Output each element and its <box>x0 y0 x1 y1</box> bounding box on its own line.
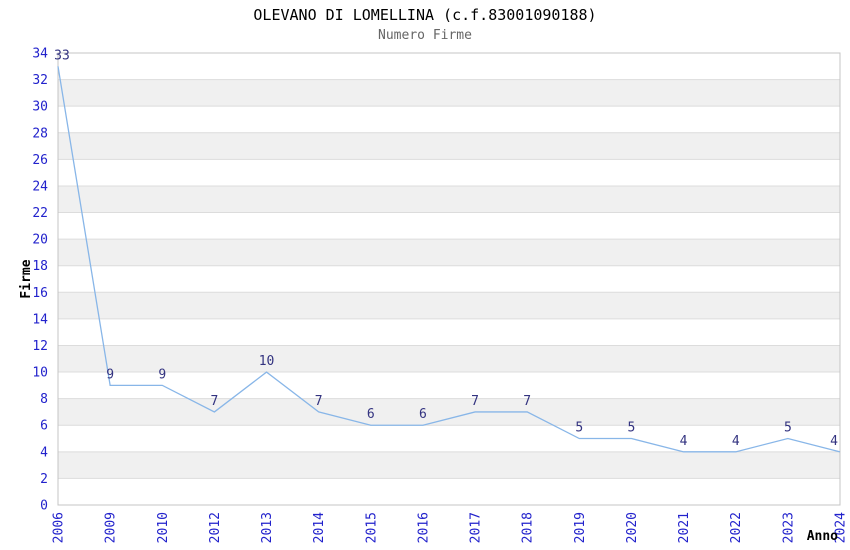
x-tick-label: 2015 <box>364 512 379 543</box>
x-tick-label: 2014 <box>312 512 327 543</box>
x-tick-label: 2006 <box>52 512 67 543</box>
data-point-label: 7 <box>210 394 218 409</box>
y-tick-label: 28 <box>32 126 48 141</box>
data-point-label: 9 <box>106 367 114 382</box>
data-point-label: 4 <box>732 434 740 449</box>
y-tick-label: 2 <box>40 472 48 487</box>
y-tick-label: 30 <box>32 100 48 115</box>
plot-band <box>58 451 840 479</box>
y-tick-label: 0 <box>40 499 48 514</box>
x-axis-title: Anno <box>807 529 838 544</box>
data-point-label: 5 <box>628 421 636 436</box>
y-tick-label: 10 <box>32 366 48 381</box>
data-point-label: 5 <box>784 421 792 436</box>
y-tick-label: 14 <box>32 312 48 327</box>
data-point-label: 7 <box>523 394 531 409</box>
x-tick-label: 2012 <box>208 512 223 543</box>
chart-subtitle: Numero Firme <box>378 28 472 43</box>
data-point-label: 6 <box>419 407 427 422</box>
x-tick-label: 2019 <box>573 512 588 543</box>
y-axis-title: Firme <box>19 259 34 298</box>
data-point-label: 6 <box>367 407 375 422</box>
plot-band <box>58 345 840 373</box>
x-tick-label: 2021 <box>677 512 692 543</box>
y-tick-label: 34 <box>32 47 48 62</box>
data-point-label: 4 <box>830 434 838 449</box>
data-point-label: 10 <box>259 354 275 369</box>
data-point-label: 7 <box>471 394 479 409</box>
x-tick-label: 2018 <box>521 512 536 543</box>
x-tick-label: 2013 <box>260 512 275 543</box>
y-tick-label: 4 <box>40 445 48 460</box>
data-point-label: 4 <box>680 434 688 449</box>
chart-title: OLEVANO DI LOMELLINA (c.f.83001090188) <box>253 6 597 24</box>
plot-border <box>57 52 841 506</box>
y-tick-label: 22 <box>32 206 48 221</box>
data-point-label: 5 <box>575 421 583 436</box>
y-tick-label: 6 <box>40 419 48 434</box>
x-tick-label: 2016 <box>416 512 431 543</box>
x-tick-label: 2010 <box>156 512 171 543</box>
x-tick-label: 2009 <box>104 512 119 543</box>
plot-band <box>58 79 840 107</box>
plot-band <box>58 239 840 266</box>
data-point-label: 9 <box>158 367 166 382</box>
plot-band <box>58 292 840 319</box>
x-tick-label: 2022 <box>729 512 744 543</box>
y-tick-label: 26 <box>32 153 48 168</box>
y-tick-label: 24 <box>32 179 48 194</box>
y-tick-label: 12 <box>32 339 48 354</box>
data-point-label: 33 <box>54 48 70 63</box>
plot-band <box>58 398 840 426</box>
plot-band <box>58 185 840 213</box>
x-tick-label: 2020 <box>625 512 640 543</box>
x-tick-label: 2023 <box>781 512 796 543</box>
y-tick-label: 18 <box>32 259 48 274</box>
y-tick-label: 20 <box>32 233 48 248</box>
plot-band <box>58 132 840 160</box>
x-tick-label: 2017 <box>469 512 484 543</box>
y-tick-label: 32 <box>32 73 48 88</box>
x-tick-label: 2024 <box>834 512 849 543</box>
y-tick-label: 8 <box>40 392 48 407</box>
series-line <box>57 66 841 453</box>
y-tick-label: 16 <box>32 286 48 301</box>
data-point-label: 7 <box>315 394 323 409</box>
